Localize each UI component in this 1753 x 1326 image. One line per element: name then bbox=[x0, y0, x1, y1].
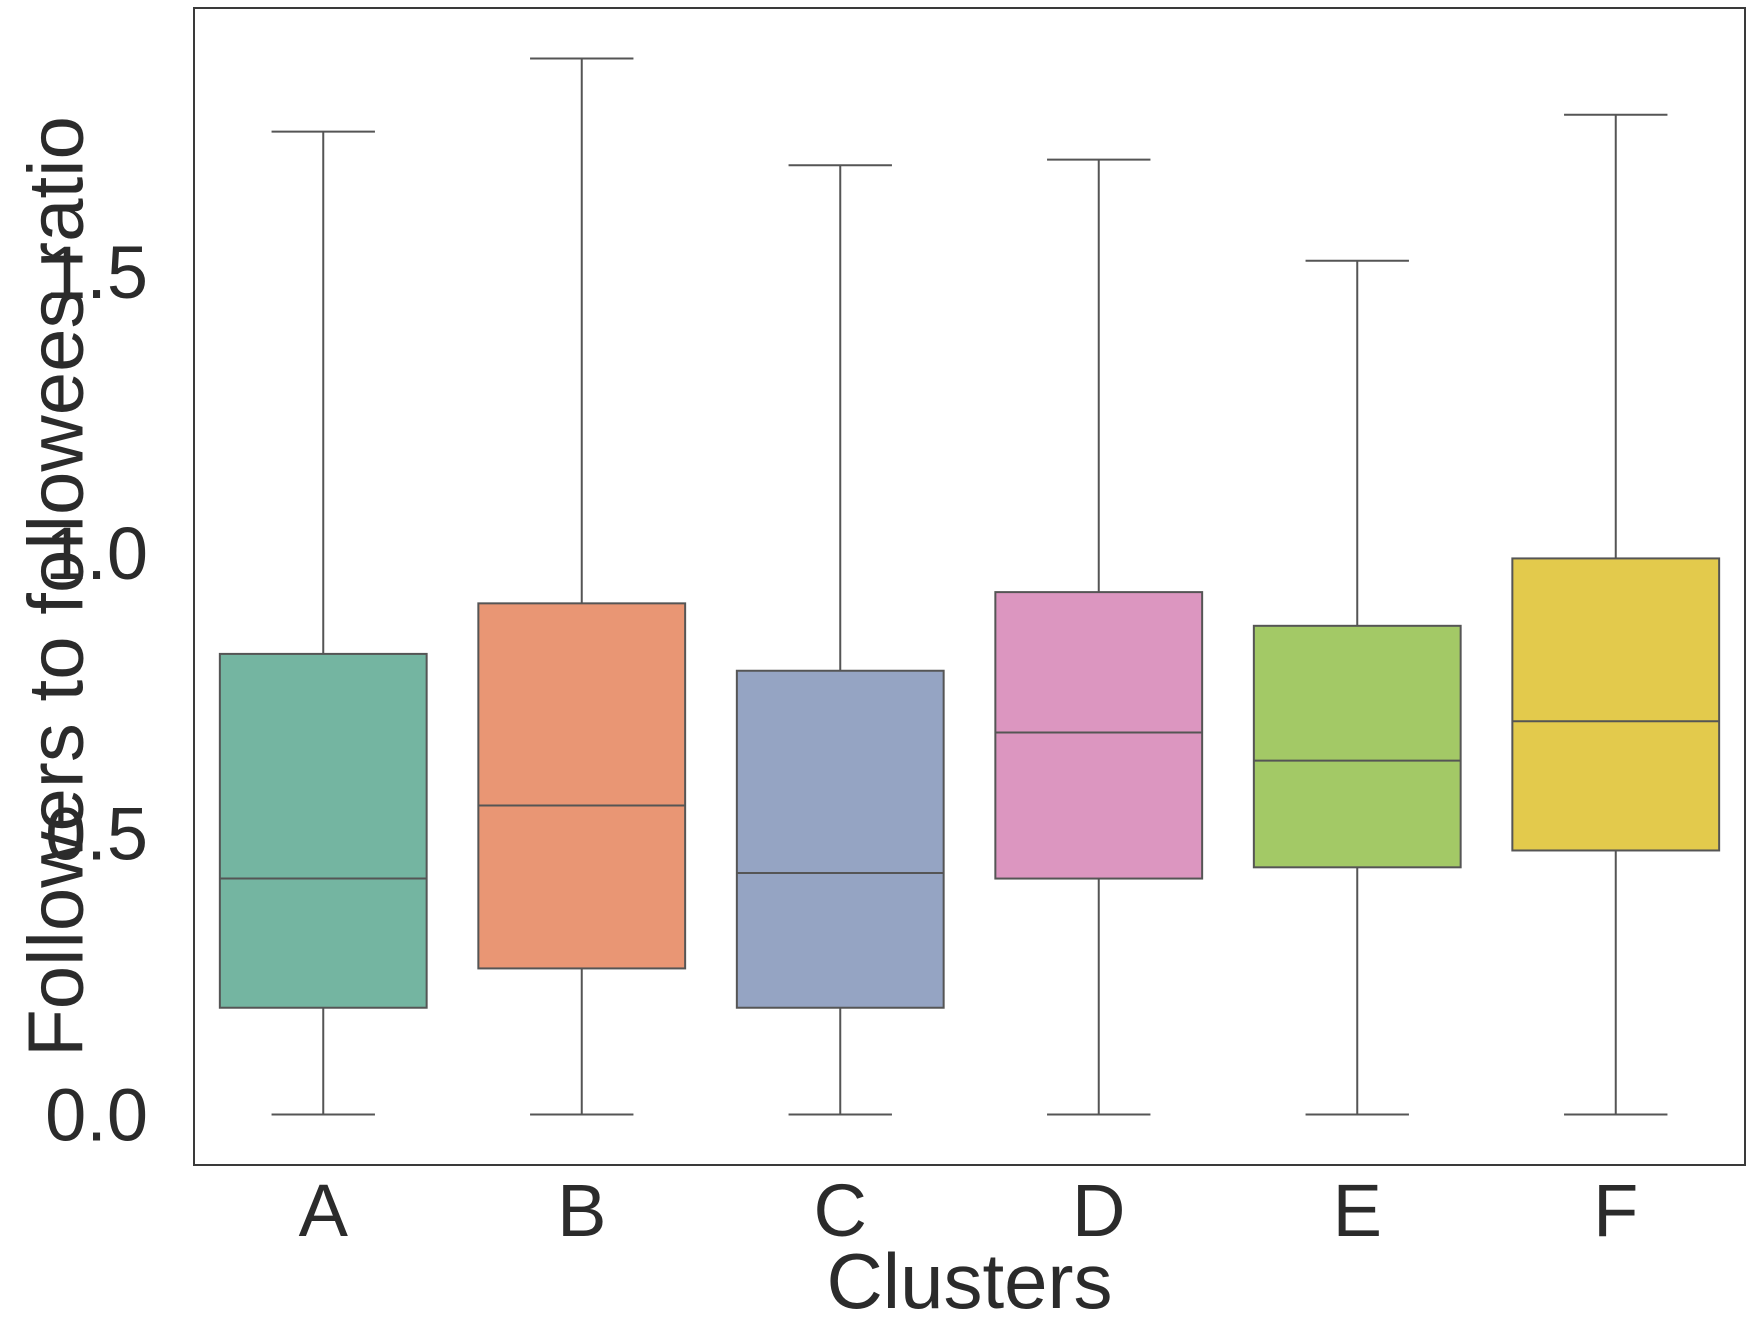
x-tick-label: B bbox=[557, 1169, 606, 1252]
plot-frame bbox=[193, 7, 1746, 1166]
x-tick-label: E bbox=[1333, 1169, 1382, 1252]
x-tick-label: D bbox=[1072, 1169, 1125, 1252]
y-tick-label: 0.5 bbox=[45, 793, 148, 876]
x-axis-title: Clusters bbox=[826, 1237, 1112, 1325]
x-tick-label: C bbox=[814, 1169, 867, 1252]
box-F bbox=[1511, 113, 1721, 1116]
box-B bbox=[477, 57, 687, 1116]
box-E bbox=[1252, 259, 1462, 1116]
iqr-box bbox=[1252, 624, 1462, 869]
iqr-box bbox=[1511, 557, 1721, 852]
y-axis-title: Followers to followees ratio bbox=[12, 116, 100, 1057]
iqr-box bbox=[477, 602, 687, 970]
x-tick-label: A bbox=[299, 1169, 349, 1252]
iqr-box bbox=[994, 591, 1204, 880]
iqr-box bbox=[218, 652, 428, 1009]
iqr-box bbox=[735, 669, 945, 1009]
x-tick-label: F bbox=[1593, 1169, 1638, 1252]
y-tick-label: 1.5 bbox=[45, 231, 148, 314]
x-axis-ticks: A B C D E F bbox=[299, 1169, 1639, 1252]
box-D bbox=[994, 158, 1204, 1116]
y-tick-label: 1.0 bbox=[45, 512, 148, 595]
box-C bbox=[735, 164, 945, 1116]
y-axis-ticks: 0.0 0.5 1.0 1.5 bbox=[45, 231, 148, 1156]
boxes-layer bbox=[218, 57, 1721, 1116]
box-A bbox=[218, 130, 428, 1116]
y-tick-label: 0.0 bbox=[45, 1073, 148, 1156]
